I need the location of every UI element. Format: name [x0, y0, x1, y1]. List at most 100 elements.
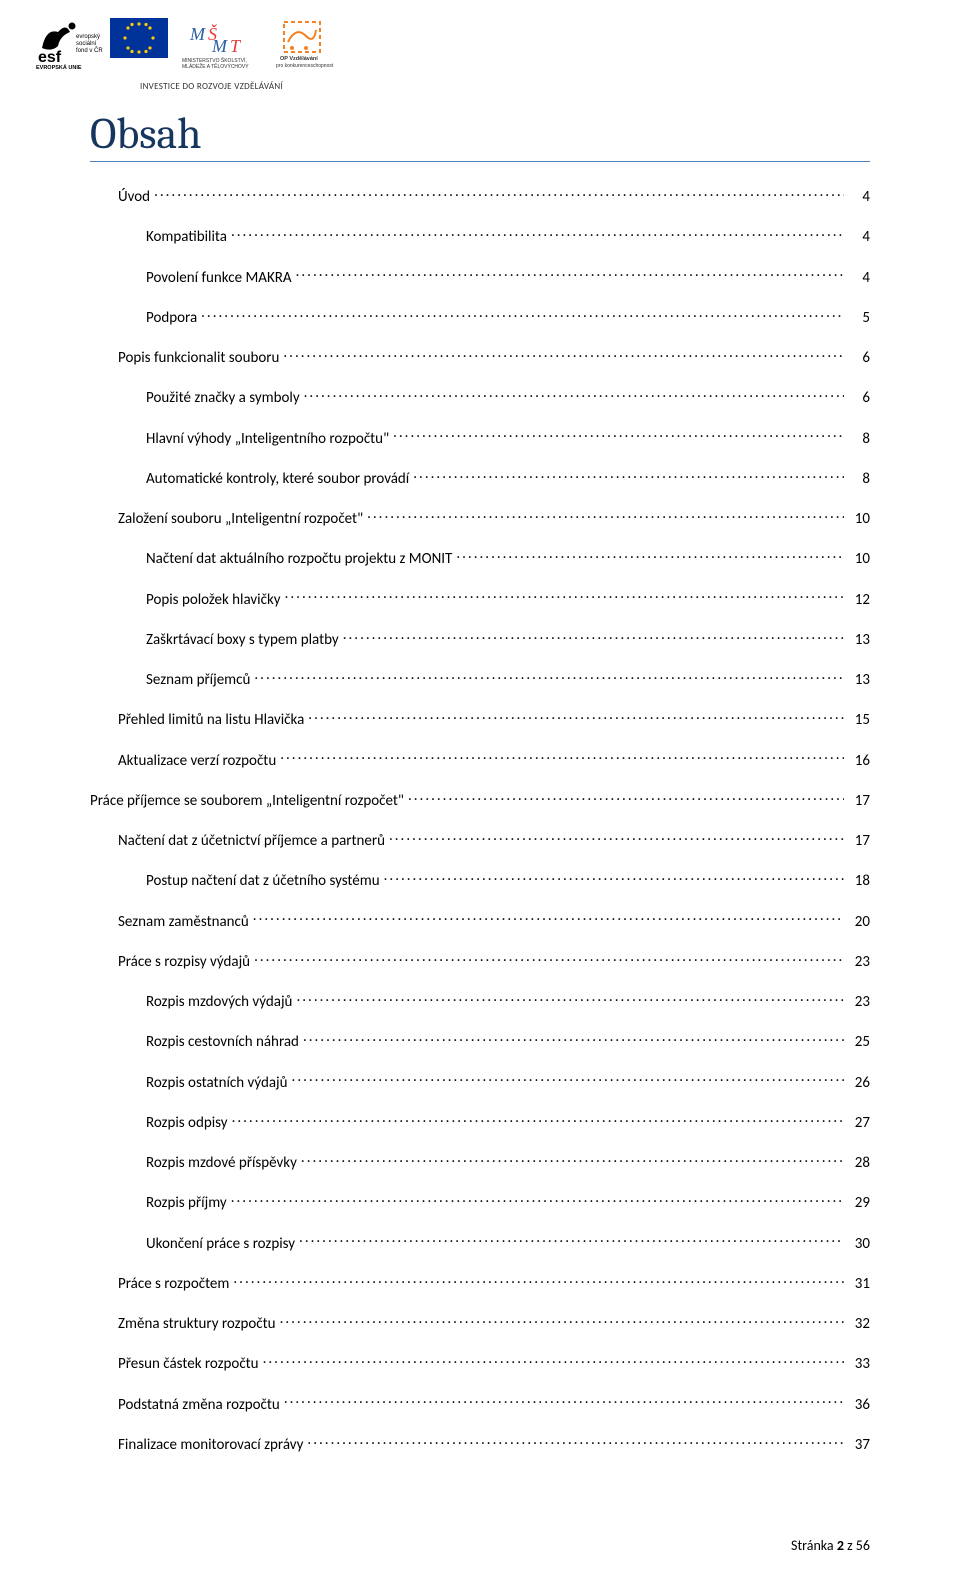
- toc-leader-dots: [283, 347, 844, 362]
- toc-entry[interactable]: Rozpis mzdové příspěvky28: [90, 1152, 870, 1172]
- page-footer: Stránka 2 z 56: [791, 1537, 870, 1554]
- svg-text:OP Vzdělávání: OP Vzdělávání: [280, 56, 318, 62]
- toc-entry-page: 30: [848, 1236, 870, 1253]
- page-title: Obsah: [90, 108, 870, 162]
- toc-entry[interactable]: Kompatibilita4: [90, 226, 870, 246]
- toc-entry-page: 25: [848, 1034, 870, 1051]
- document-page: esf evropský sociální fond v ČR EVROPSKÁ…: [0, 0, 960, 1588]
- toc-entry[interactable]: Aktualizace verzí rozpočtu16: [90, 750, 870, 770]
- toc-entry-page: 32: [848, 1316, 870, 1333]
- toc-leader-dots: [232, 1112, 844, 1127]
- toc-entry[interactable]: Načtení dat aktuálního rozpočtu projektu…: [90, 548, 870, 568]
- toc-entry-label: Rozpis mzdových výdajů: [146, 994, 292, 1011]
- toc-entry-label: Použité značky a symboly: [146, 390, 300, 407]
- toc-leader-dots: [233, 1273, 844, 1288]
- toc-entry[interactable]: Zaškrtávací boxy s typem platby13: [90, 629, 870, 649]
- toc-entry-label: Načtení dat aktuálního rozpočtu projektu…: [146, 551, 452, 568]
- toc-entry[interactable]: Ukončení práce s rozpisy30: [90, 1233, 870, 1253]
- toc-entry[interactable]: Postup načtení dat z účetního systému 18: [90, 870, 870, 890]
- toc-entry-page: 12: [848, 592, 870, 609]
- toc-entry-page: 6: [848, 390, 870, 407]
- toc-entry[interactable]: Rozpis mzdových výdajů 23: [90, 991, 870, 1011]
- toc-leader-dots: [456, 548, 844, 563]
- toc-entry-page: 23: [848, 954, 870, 971]
- eu-flag-icon: [110, 18, 168, 65]
- toc-entry-label: Načtení dat z účetnictví příjemce a part…: [118, 833, 385, 850]
- toc-entry[interactable]: Rozpis ostatních výdajů26: [90, 1072, 870, 1092]
- toc-entry[interactable]: Úvod4: [90, 186, 870, 206]
- toc-entry-page: 23: [848, 994, 870, 1011]
- toc-entry[interactable]: Automatické kontroly, které soubor prová…: [90, 468, 870, 488]
- toc-entry[interactable]: Rozpis cestovních náhrad 25: [90, 1031, 870, 1051]
- toc-entry-label: Založení souboru „Inteligentní rozpočet": [118, 511, 363, 528]
- toc-entry-page: 17: [848, 833, 870, 850]
- toc-entry-page: 15: [848, 712, 870, 729]
- toc-entry[interactable]: Práce s rozpočtem31: [90, 1273, 870, 1293]
- toc-leader-dots: [231, 1192, 844, 1207]
- toc-entry[interactable]: Seznam příjemců13: [90, 669, 870, 689]
- svg-text:evropský: evropský: [76, 34, 100, 40]
- toc-entry-label: Rozpis cestovních náhrad: [146, 1034, 299, 1051]
- toc-leader-dots: [301, 1152, 844, 1167]
- toc-leader-dots: [280, 1313, 844, 1328]
- table-of-contents: Úvod4 Kompatibilita4 Povolení funkce MAKRA…: [90, 186, 870, 1454]
- toc-leader-dots: [280, 750, 844, 765]
- toc-entry[interactable]: Použité značky a symboly 6: [90, 387, 870, 407]
- toc-leader-dots: [308, 709, 844, 724]
- toc-entry-label: Hlavní výhody „Inteligentního rozpočtu": [146, 431, 389, 448]
- esf-logo: esf evropský sociální fond v ČR EVROPSKÁ…: [36, 18, 104, 75]
- toc-entry-page: 5: [848, 310, 870, 327]
- toc-leader-dots: [254, 669, 844, 684]
- toc-leader-dots: [408, 790, 844, 805]
- toc-entry-label: Seznam příjemců: [146, 672, 250, 689]
- toc-entry-label: Rozpis odpisy: [146, 1115, 228, 1132]
- toc-entry-label: Práce s rozpisy výdajů: [118, 954, 250, 971]
- toc-entry-label: Postup načtení dat z účetního systému: [146, 873, 380, 890]
- toc-leader-dots: [296, 991, 844, 1006]
- toc-leader-dots: [254, 951, 844, 966]
- toc-entry-label: Práce s rozpočtem: [118, 1276, 229, 1293]
- toc-entry-page: 4: [848, 270, 870, 287]
- toc-entry-label: Změna struktury rozpočtu: [118, 1316, 276, 1333]
- toc-entry-page: 10: [848, 511, 870, 528]
- toc-entry[interactable]: Popis položek hlavičky 12: [90, 589, 870, 609]
- toc-entry[interactable]: Podpora 5: [90, 307, 870, 327]
- toc-entry[interactable]: Rozpis odpisy27: [90, 1112, 870, 1132]
- toc-entry[interactable]: Povolení funkce MAKRA 4: [90, 267, 870, 287]
- toc-leader-dots: [292, 1072, 844, 1087]
- toc-entry[interactable]: Popis funkcionalit souboru6: [90, 347, 870, 367]
- toc-entry[interactable]: Přehled limitů na listu Hlavička15: [90, 709, 870, 729]
- toc-entry-page: 18: [848, 873, 870, 890]
- toc-entry[interactable]: Změna struktury rozpočtu 32: [90, 1313, 870, 1333]
- toc-entry-label: Finalizace monitorovací zprávy: [118, 1437, 303, 1454]
- toc-entry[interactable]: Práce s rozpisy výdajů 23: [90, 951, 870, 971]
- toc-entry-label: Povolení funkce MAKRA: [146, 270, 292, 287]
- toc-entry[interactable]: Načtení dat z účetnictví příjemce a part…: [90, 830, 870, 850]
- toc-entry[interactable]: Práce příjemce se souborem „Inteligentní…: [90, 790, 870, 810]
- toc-entry[interactable]: Hlavní výhody „Inteligentního rozpočtu"8: [90, 428, 870, 448]
- toc-leader-dots: [253, 911, 844, 926]
- msmt-logo: M Š M T MINISTERSTVO ŠKOLSTVÍ, MLÁDEŽE A…: [182, 18, 264, 75]
- svg-text:fond v ČR: fond v ČR: [76, 47, 103, 54]
- toc-entry-label: Rozpis příjmy: [146, 1195, 227, 1212]
- toc-entry[interactable]: Založení souboru „Inteligentní rozpočet"…: [90, 508, 870, 528]
- toc-entry[interactable]: Podstatná změna rozpočtu36: [90, 1394, 870, 1414]
- toc-leader-dots: [299, 1233, 844, 1248]
- toc-entry[interactable]: Finalizace monitorovací zprávy37: [90, 1434, 870, 1454]
- toc-entry[interactable]: Přesun částek rozpočtu33: [90, 1353, 870, 1373]
- header-tagline: INVESTICE DO ROZVOJE VZDĚLÁVÁNÍ: [0, 81, 960, 98]
- toc-entry-page: 26: [848, 1075, 870, 1092]
- toc-leader-dots: [367, 508, 844, 523]
- opvk-logo: OP Vzdělávání pro konkurenceschopnost: [276, 18, 336, 75]
- toc-leader-dots: [343, 629, 844, 644]
- toc-leader-dots: [303, 1031, 844, 1046]
- toc-entry-label: Přesun částek rozpočtu: [118, 1356, 259, 1373]
- toc-entry-label: Podpora: [146, 310, 197, 327]
- footer-total-pages: 56: [856, 1537, 870, 1554]
- svg-text:EVROPSKÁ UNIE: EVROPSKÁ UNIE: [36, 64, 82, 70]
- toc-entry-page: 28: [848, 1155, 870, 1172]
- toc-entry[interactable]: Seznam zaměstnanců20: [90, 911, 870, 931]
- toc-entry-label: Popis položek hlavičky: [146, 592, 281, 609]
- toc-entry[interactable]: Rozpis příjmy29: [90, 1192, 870, 1212]
- toc-leader-dots: [413, 468, 844, 483]
